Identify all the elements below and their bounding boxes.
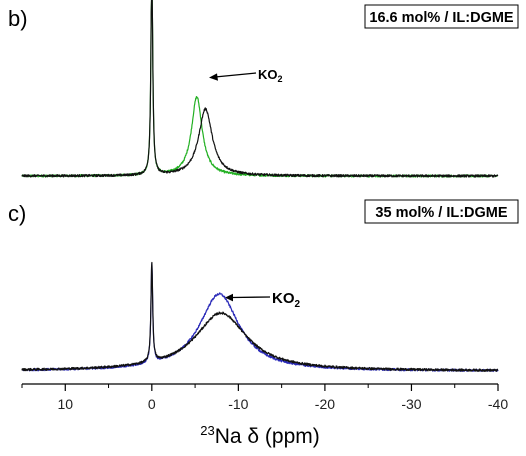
- panel-b-arrow-line: [214, 72, 257, 78]
- x-axis: 10 0 -10 -20 -30 -40 23Na δ (ppm): [21, 383, 508, 448]
- x-tick-label: 10: [57, 396, 73, 412]
- x-tick-label: 0: [148, 396, 156, 412]
- panel-c-series-1-line: [21, 261, 499, 372]
- panel-c-series-0-line: [21, 262, 499, 373]
- x-axis-title: 23Na δ (ppm): [200, 423, 320, 448]
- panel-b-annotation-text: KO2: [258, 67, 283, 84]
- panel-b-letter: b): [8, 6, 28, 31]
- x-tick-label: -10: [228, 396, 248, 412]
- x-axis-ticks: 10 0 -10 -20 -30 -40: [21, 384, 508, 412]
- x-tick-label: -30: [401, 396, 421, 412]
- panel-c-series: [21, 261, 499, 373]
- panel-b-series: [21, 0, 499, 178]
- panel-c-annotation-text: KO2: [272, 290, 301, 310]
- panel-b-series-1-line: [21, 0, 499, 178]
- panel-b-label-box: [364, 4, 519, 29]
- panel-c-arrow-head: [225, 293, 233, 302]
- x-tick-label: -20: [315, 396, 335, 412]
- panel-b: b) 16.6 mol% / IL:DGME KO2: [8, 0, 519, 178]
- panel-c-label: 35 mol% / IL:DGME: [375, 205, 507, 221]
- panel-c-annotation: KO2: [225, 290, 301, 310]
- x-tick-label: -40: [488, 396, 508, 412]
- panel-c-arrow-line: [231, 296, 271, 299]
- panel-c-label-box: [364, 199, 519, 224]
- panel-c-letter: c): [8, 201, 26, 226]
- panel-c: c) 35 mol% / IL:DGME KO2: [8, 199, 519, 373]
- panel-b-label: 16.6 mol% / IL:DGME: [369, 10, 514, 26]
- panel-b-arrow-head: [209, 73, 218, 81]
- panel-b-annotation: KO2: [209, 67, 283, 84]
